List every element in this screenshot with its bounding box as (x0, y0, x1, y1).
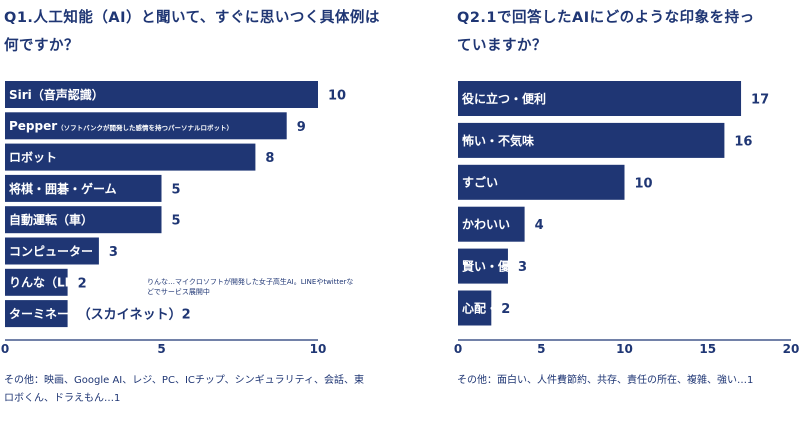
bar (5, 268, 68, 296)
bar-value-label: 10 (635, 176, 653, 191)
bar-value-label: 10 (328, 89, 346, 104)
bar (458, 164, 625, 200)
x-tick-label: 15 (699, 342, 716, 356)
bar (5, 112, 287, 140)
x-tick-label: 10 (616, 342, 633, 356)
bar (5, 143, 256, 171)
bar (5, 174, 162, 202)
bar-category-label: 将棋・囲碁・ゲーム (9, 181, 117, 196)
bar-value-label: （スカイネット）2 (78, 307, 191, 323)
bar-category-label: 自動運転（車） (9, 212, 93, 227)
bar (5, 300, 68, 328)
bar (5, 237, 99, 265)
bar-category-label: 怖い・不気味 (462, 133, 534, 148)
bar-value-label: 2 (78, 276, 87, 291)
bar-value-label: 5 (172, 214, 181, 229)
right-chart-panel: Q2.1で回答したAIにどのような印象を持っていますか？ 役に立つ・便利 17 怖い… (400, 0, 800, 425)
other-answers-note-q2: その他：面白い、人件費節約、共存、責任の所在、複雑、強い…1 (457, 375, 754, 386)
bar-category-label: 賢い・優秀 (462, 259, 523, 274)
bar (5, 206, 162, 234)
bar-value-label: 3 (518, 260, 527, 275)
bar-value-label: 9 (297, 120, 306, 135)
bar (458, 248, 508, 284)
left-chart-panel: Q1.人工知能（AI）と聞いて、すぐに思いつく具体例は何ですか？ Siri（音声… (1, 10, 380, 404)
bar (458, 81, 742, 116)
bar-category-label: すごい (462, 175, 498, 190)
x-tick-label: 10 (310, 342, 327, 356)
x-tick-label: 0 (1, 342, 9, 356)
bar-value-label: 4 (535, 218, 544, 233)
bar-value-label: 3 (109, 245, 118, 260)
bar-category-label: 役に立つ・便利 (462, 91, 546, 106)
bar-category-label: コンピューター (9, 244, 93, 258)
bar-category-label: かわいい (462, 218, 510, 232)
bar-category-label: ロボット (9, 150, 57, 165)
bar (458, 290, 492, 326)
bar (5, 81, 318, 108)
bar-value-label: 5 (172, 182, 181, 197)
x-tick-label: 0 (454, 342, 462, 356)
bar-value-label: 8 (265, 151, 274, 166)
bar-category-label: 心配・不安 (462, 300, 522, 315)
bar-category-sublabel: （ソフトバンクが開発した感情を持つパーソナルロボット） (57, 123, 233, 132)
bar (458, 122, 725, 158)
bar-value-label: 17 (751, 93, 769, 108)
bar (458, 206, 525, 242)
x-tick-label: 5 (537, 342, 545, 356)
bar-value-label: 16 (734, 134, 752, 149)
bar-category-label: ターミネーター (9, 307, 93, 321)
bar-category-label: Siri（音声認識） (9, 87, 104, 102)
x-tick-label: 20 (783, 342, 800, 356)
other-answers-note-q1: その他：映画、Google AI、レジ、PC、ICチップ、シンギュラリティ、会話… (4, 375, 364, 404)
bar-chart-q1: Siri（音声認識） 10Pepper（ソフトバンクが開発した感情を持つパーソナル… (1, 81, 346, 356)
bar-category-label: りんな（LINE） (9, 275, 99, 290)
chart-title-q1: Q1.人工知能（AI）と聞いて、すぐに思いつく具体例は何ですか？ (4, 10, 380, 54)
bar-value-label: 2 (501, 302, 510, 317)
x-tick-label: 5 (157, 342, 165, 356)
rinna-footnote: りんな…マイクロソフトが開発した女子高生AI。LINEやtwitterなどでサー… (147, 278, 354, 296)
chart-title-q2: Q2.1で回答したAIにどのような印象を持っていますか？ (457, 10, 755, 54)
